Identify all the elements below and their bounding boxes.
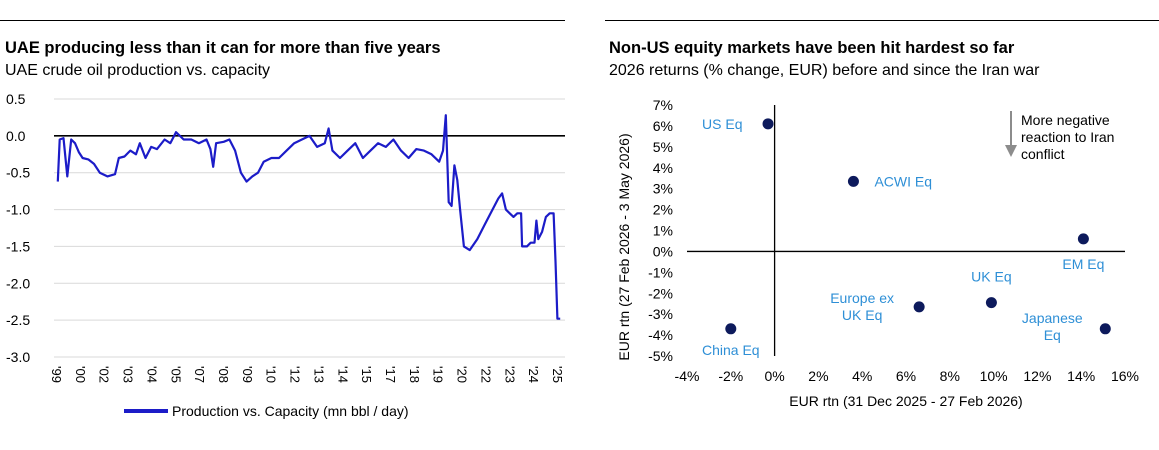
y-tick-label: 7% (653, 97, 673, 113)
x-tick-label: 2% (808, 368, 828, 384)
x-tick-label: 14% (1067, 368, 1095, 384)
top-rule (605, 20, 1159, 21)
y-tick-label: -4% (648, 327, 673, 343)
x-tick-label: '15 (359, 366, 374, 383)
top-rule (0, 20, 565, 21)
chart-title: UAE producing less than it can for more … (5, 39, 441, 57)
chart-title: Non-US equity markets have been hit hard… (609, 39, 1015, 57)
data-point (762, 118, 774, 130)
x-tick-label: 10% (980, 368, 1008, 384)
right-chart-panel: Non-US equity markets have been hit hard… (605, 0, 1159, 450)
scatter-chart: 7%6%5%4%3%2%1%0%-1%-2%-3%-4%-5%-4% -2% 0% 2… (616, 97, 1139, 409)
x-tick-label: '17 (383, 366, 398, 383)
x-tick-label: '23 (502, 366, 517, 383)
y-tick-label: -2% (648, 285, 673, 301)
y-tick-label: -3.0 (6, 349, 30, 365)
x-tick-label: 8% (940, 368, 960, 384)
point-label: UK Eq (971, 269, 1011, 285)
data-point (985, 297, 997, 309)
x-tick-label: '09 (240, 366, 255, 383)
data-point (1099, 323, 1111, 335)
x-tick-label: '25 (550, 366, 565, 383)
point-label: Japanese Eq (1022, 310, 1083, 343)
legend-label: Production vs. Capacity (mn bbl / day) (172, 403, 409, 419)
data-point (847, 175, 859, 187)
x-tick-label: 4% (852, 368, 872, 384)
y-tick-label: -1% (648, 264, 673, 280)
x-tick-label: 0% (764, 368, 784, 384)
y-tick-label: -2.5 (6, 312, 30, 328)
x-tick-label: '12 (288, 366, 303, 383)
y-tick-label: -2.0 (6, 275, 30, 291)
x-tick-label: '99 (49, 366, 64, 383)
y-tick-label: -5% (648, 348, 673, 364)
x-tick-label: -2% (718, 368, 743, 384)
point-label: EM Eq (1062, 256, 1104, 272)
data-point (1077, 233, 1089, 245)
y-tick-label: 3% (653, 181, 673, 197)
x-tick-label: '14 (335, 366, 350, 383)
point-label: Europe ex UK Eq (830, 290, 894, 323)
y-tick-label: 5% (653, 139, 673, 155)
line-chart: 0.5 0.0 -0.5 -1.0 -1.5 -2.0 -2.5 -3.0 '99 '00 '02 '… (6, 91, 565, 419)
y-tick-label: 2% (653, 202, 673, 218)
x-tick-label: 16% (1111, 368, 1139, 384)
y-tick-label: 6% (653, 118, 673, 134)
x-tick-label: '05 (168, 366, 183, 383)
y-tick-label: 0% (653, 243, 673, 259)
y-tick-label: -0.5 (6, 165, 30, 181)
x-tick-label: '08 (216, 366, 231, 383)
left-chart-panel: UAE producing less than it can for more … (0, 0, 565, 450)
x-tick-label: '03 (121, 366, 136, 383)
annotation-arrowhead (1005, 145, 1017, 157)
x-tick-label: '04 (144, 366, 159, 383)
x-tick-label: 12% (1023, 368, 1051, 384)
x-tick-label: -4% (675, 368, 700, 384)
x-tick-label: '22 (478, 366, 493, 383)
chart-subtitle: 2026 returns (% change, EUR) before and … (609, 62, 1040, 79)
x-tick-label: '07 (192, 366, 207, 383)
x-tick-label: '20 (455, 366, 470, 383)
point-label: US Eq (702, 116, 742, 132)
x-tick-label: '02 (97, 366, 112, 383)
data-point (725, 323, 737, 335)
chart-subtitle: UAE crude oil production vs. capacity (5, 62, 271, 79)
x-axis-title: EUR rtn (31 Dec 2025 - 27 Feb 2026) (789, 393, 1022, 409)
annotation-text: More negative reaction to Iran conflict (1021, 112, 1114, 162)
x-tick-label: '19 (431, 366, 446, 383)
x-tick-label: '13 (311, 366, 326, 383)
y-tick-label: 4% (653, 160, 673, 176)
point-label: China Eq (702, 342, 760, 358)
y-tick-label: 1% (653, 223, 673, 239)
y-axis-title: EUR rtn (27 Feb 2026 - 3 May 2026) (616, 133, 632, 360)
x-tick-label: '24 (526, 366, 541, 383)
y-tick-label: -3% (648, 306, 673, 322)
series-line (56, 114, 561, 320)
x-tick-label: '10 (264, 366, 279, 383)
x-tick-label: 6% (896, 368, 916, 384)
y-tick-label: 0.5 (6, 91, 26, 107)
x-tick-label: '00 (73, 366, 88, 383)
x-tick-label: '18 (407, 366, 422, 383)
data-point (913, 301, 925, 313)
y-tick-label: -1.5 (6, 238, 30, 254)
y-tick-label: -1.0 (6, 202, 30, 218)
point-label: ACWI Eq (874, 173, 932, 189)
y-tick-label: 0.0 (6, 128, 26, 144)
